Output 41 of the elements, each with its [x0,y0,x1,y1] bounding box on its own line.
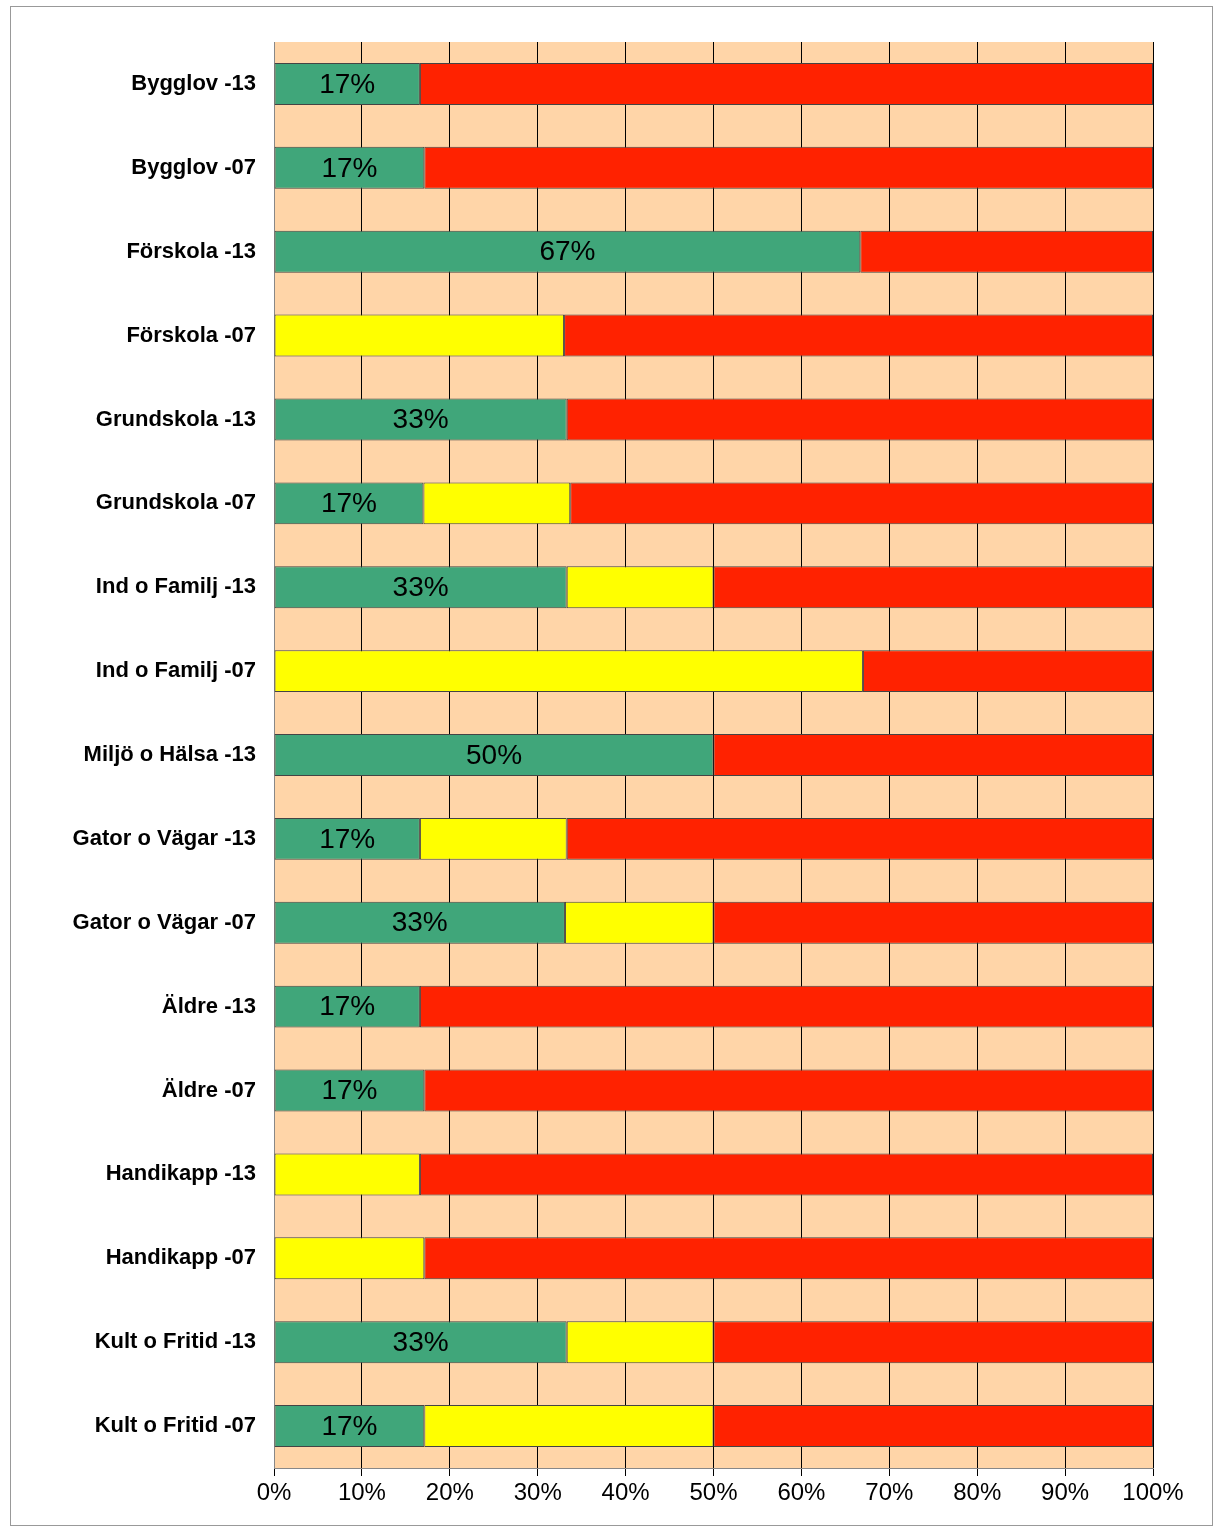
y-tick-label: Äldre -07 [161,1076,256,1102]
x-tick-label: 30% [513,1478,562,1506]
y-tick-label: Ind o Familj -13 [95,573,256,599]
y-tick-label: Förskola -07 [126,321,256,347]
x-tick-label: 50% [689,1478,738,1506]
y-tick-label: Förskola -13 [126,237,256,263]
y-tick-label: Kult o Fritid -13 [94,1328,256,1354]
y-tick-label: Handikapp -13 [105,1160,256,1186]
y-tick-label: Bygglov -07 [131,153,256,179]
y-tick-label: Ind o Familj -07 [95,657,256,683]
y-tick-label: Gator o Vägar -13 [72,824,256,850]
x-tick-label: 80% [953,1478,1002,1506]
x-tick-label: 60% [777,1478,826,1506]
y-tick-label: Grundskola -07 [95,489,256,515]
y-tick-label: Miljö o Hälsa -13 [83,741,256,767]
data-label: 17% [321,1074,378,1106]
x-tick-label: 0% [256,1478,292,1506]
x-tick-label: 90% [1041,1478,1090,1506]
data-label: 33% [392,403,449,435]
data-label: 17% [321,1409,378,1441]
data-label: 33% [392,1325,449,1357]
data-label: 17% [321,151,378,183]
data-label: 17% [320,487,377,519]
x-tick-label: 70% [865,1478,914,1506]
data-label: 33% [391,906,448,938]
data-label: 67% [539,235,596,267]
y-tick-label: Grundskola -13 [95,405,256,431]
y-tick-label: Handikapp -07 [105,1244,256,1270]
y-tick-label: Kult o Fritid -07 [94,1412,256,1438]
data-label: 33% [392,570,449,602]
data-label: 17% [319,67,376,99]
x-tick-label: 40% [601,1478,650,1506]
data-label: 50% [465,738,523,770]
y-tick-label: Bygglov -13 [131,70,256,95]
x-tick-label: 20% [425,1478,474,1506]
x-tick-label: 10% [337,1478,386,1506]
y-tick-label: Gator o Vägar -07 [72,908,256,934]
y-tick-label: Äldre -13 [161,992,256,1018]
data-label: 17% [319,822,376,854]
x-tick-label: 100% [1122,1478,1184,1506]
data-label: 17% [319,990,376,1022]
